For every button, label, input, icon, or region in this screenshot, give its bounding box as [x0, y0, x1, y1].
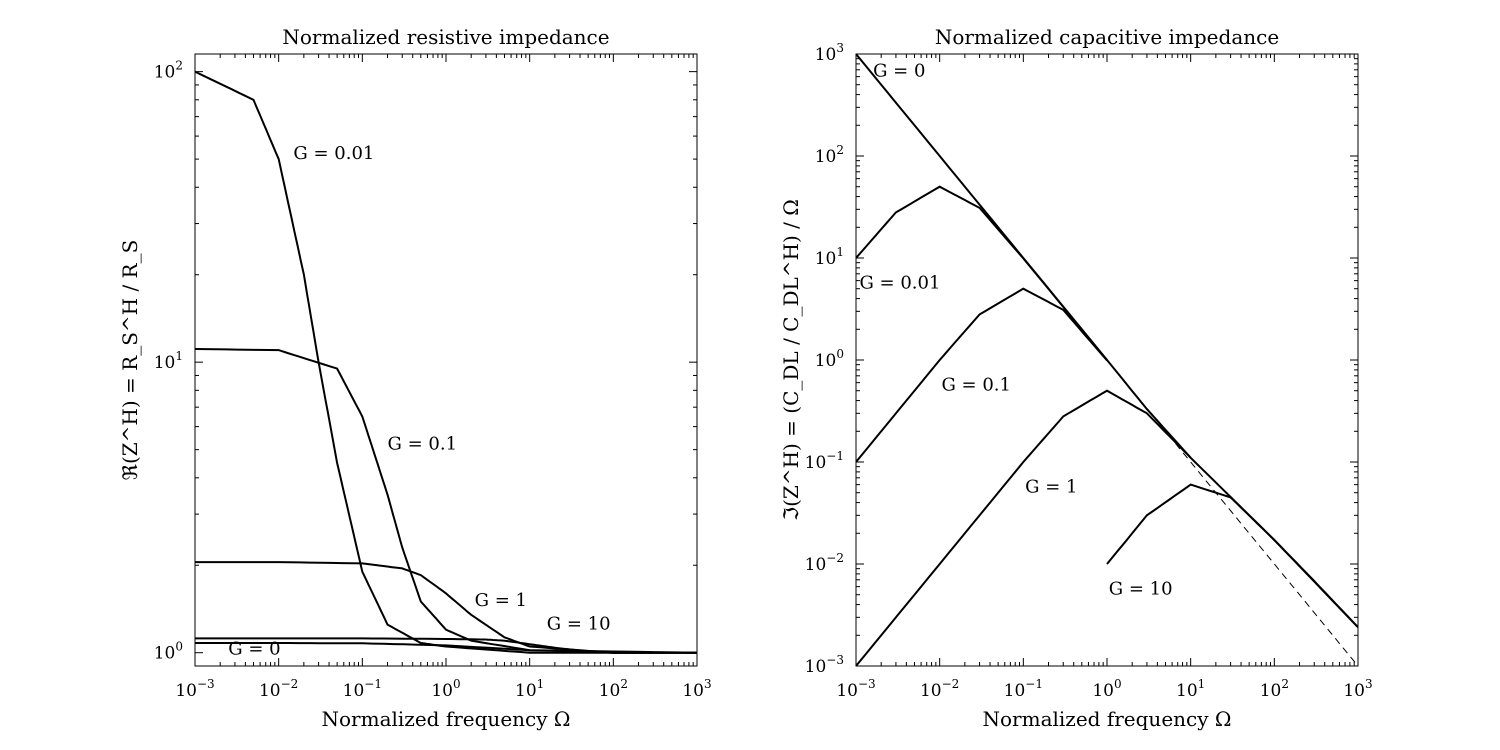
y-tick-label: 103	[815, 41, 844, 65]
y-tick-label: 102	[154, 59, 183, 83]
y-tick-label: 10−3	[805, 653, 844, 677]
series-annotation: G = 10	[547, 614, 611, 635]
chart-panel-left: 10−3 10−2 10−1 100 101 102 103 100 101 102 Normali…	[118, 25, 712, 731]
axis-ticks	[194, 54, 698, 667]
y-tick-label: 102	[815, 143, 844, 167]
x-tick-label: 103	[1343, 677, 1372, 701]
series-line-g-0	[856, 54, 1358, 628]
y-tick-label: 101	[815, 245, 844, 269]
x-tick-label: 100	[1092, 677, 1121, 701]
axis-ticks	[855, 53, 1359, 667]
y-axis-label: ℜ(Z^H) = R_S^H / R_S	[118, 240, 142, 481]
series-annotation: G = 0.01	[293, 143, 374, 164]
y-tick-label: 10−1	[805, 449, 844, 473]
y-tick-label: 101	[154, 349, 183, 373]
series-annotation: G = 0	[228, 639, 280, 660]
x-tick-label: 101	[515, 677, 544, 701]
series-line-g-0-01	[195, 70, 697, 654]
series-lines	[195, 70, 697, 654]
x-tick-label: 10−3	[836, 677, 875, 701]
x-tick-label: 10−1	[1004, 677, 1043, 701]
series-annotation: G = 10	[1109, 579, 1173, 600]
x-tick-label: 102	[1260, 677, 1289, 701]
series-line-g-0-1	[195, 348, 697, 654]
chart-title: Normalized resistive impedance	[282, 25, 609, 49]
series-annotation: G = 0	[873, 61, 925, 82]
series-line-g-1	[856, 389, 1192, 666]
x-tick-label: 10−2	[920, 677, 959, 701]
series-annotation: G = 1	[1025, 477, 1077, 498]
series-annotation: G = 1	[475, 590, 527, 611]
x-tick-label: 10−1	[343, 677, 382, 701]
x-tick-label: 102	[599, 677, 628, 701]
y-axis-label: ℑ(Z^H) = (C_DL / C_DL^H) / Ω	[779, 199, 803, 521]
series-annotation: G = 0.1	[941, 375, 1011, 396]
series-annotation: G = 0.01	[859, 273, 940, 294]
series-annotation: G = 0.1	[388, 434, 458, 455]
x-tick-label: 100	[431, 677, 460, 701]
chart-title: Normalized capacitive impedance	[935, 25, 1279, 49]
x-tick-label: 103	[682, 677, 711, 701]
x-tick-label: 10−3	[175, 677, 214, 701]
series-lines	[856, 54, 1358, 666]
series-line-g-10	[1106, 483, 1358, 628]
asymptote-dashed-line	[1106, 359, 1358, 666]
x-tick-label: 10−2	[259, 677, 298, 701]
x-axis-label: Normalized frequency Ω	[983, 707, 1232, 731]
series-line-g-0-1	[856, 287, 1108, 463]
y-tick-label: 100	[815, 347, 844, 371]
plot-frame	[194, 53, 698, 667]
y-tick-label: 100	[154, 640, 183, 664]
chart-panel-right: 10−3 10−2 10−1 100 101 102 103 10−3 10−2 10−1 100 1…	[779, 25, 1373, 731]
series-line-g-0-01	[856, 185, 1108, 361]
series-line-g-10	[195, 637, 697, 654]
y-tick-label: 10−2	[805, 551, 844, 575]
x-axis-label: Normalized frequency Ω	[322, 707, 571, 731]
x-tick-label: 101	[1176, 677, 1205, 701]
